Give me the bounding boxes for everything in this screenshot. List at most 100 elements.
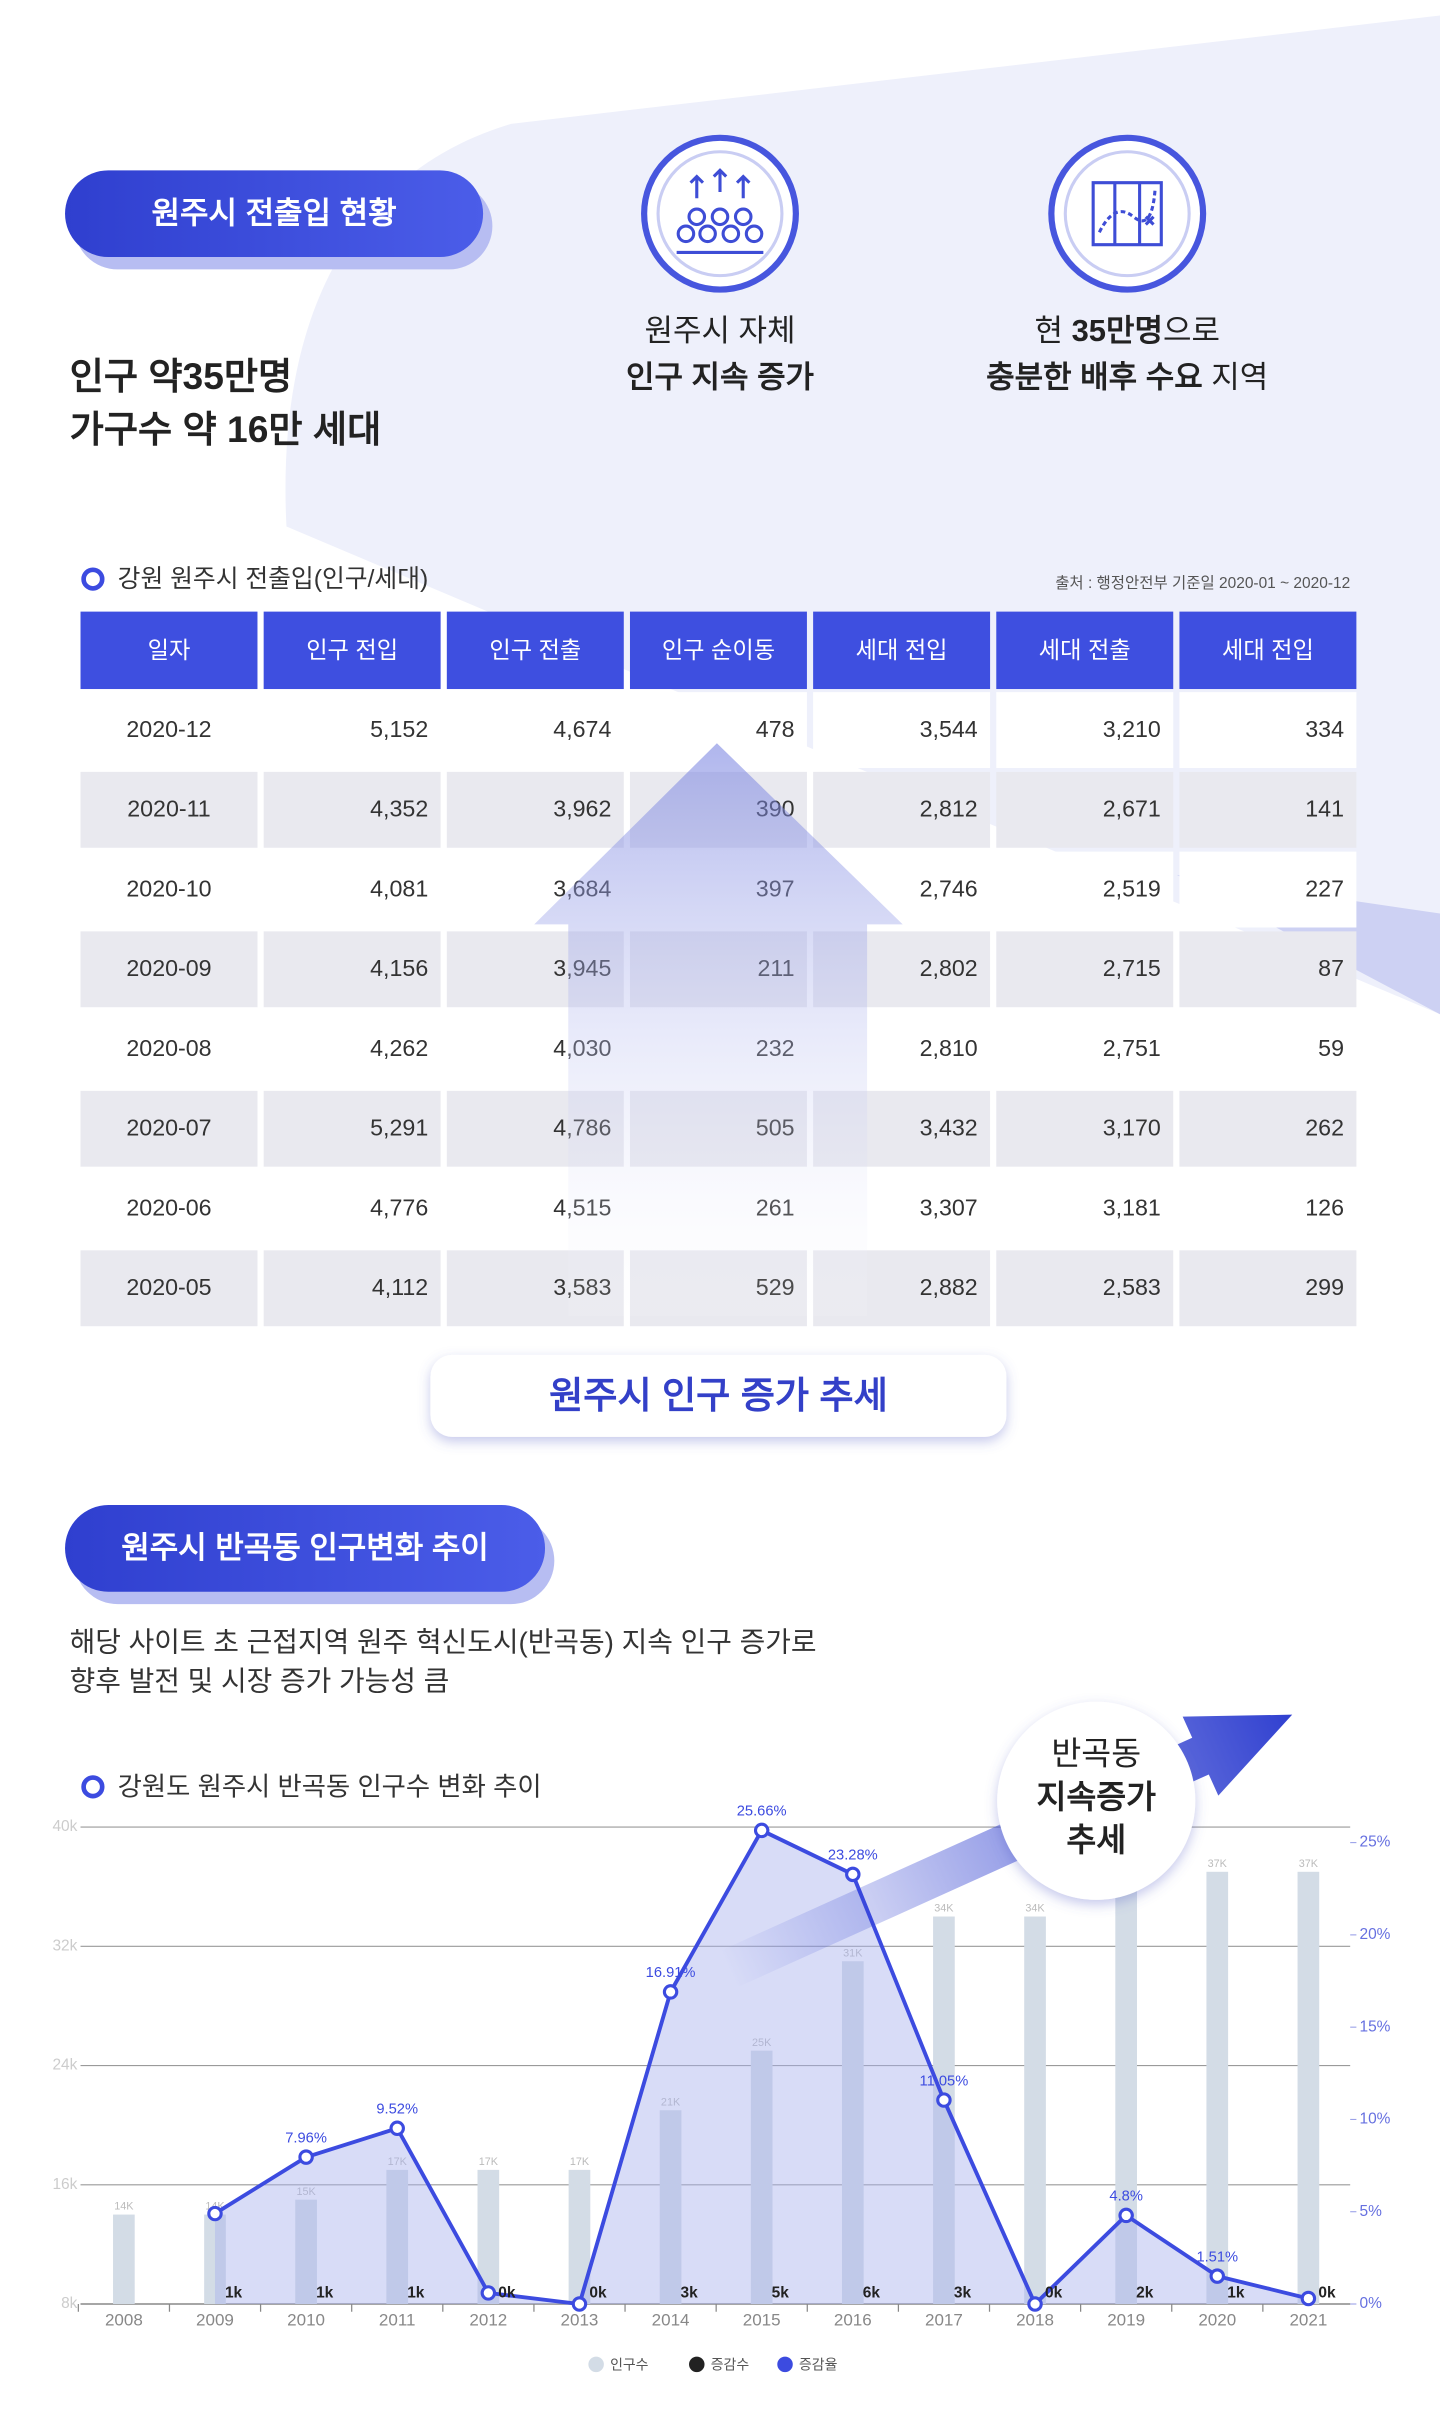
chart-title: 강원도 원주시 반곡동 인구수 변화 추이 <box>118 1771 542 1801</box>
cell-text: 2020-09 <box>126 955 211 981</box>
cell-text: 2020-11 <box>127 796 211 822</box>
legend-swatch <box>689 2356 705 2373</box>
y2-tick-label: 10% <box>1359 2111 1390 2128</box>
cell <box>80 1170 258 1247</box>
rate-point <box>480 2285 497 2301</box>
x-tick-label: 2017 <box>925 2311 963 2330</box>
y2-tick-label: 5% <box>1359 2203 1382 2220</box>
bar <box>1297 1871 1320 2305</box>
count-label: 1k <box>407 2284 425 2301</box>
cell-text: 2,882 <box>920 1274 978 1300</box>
cell-text: 4,081 <box>370 875 428 901</box>
header-text: 세대 전출 <box>1039 637 1131 663</box>
bar-label: 21K <box>661 2096 681 2108</box>
header-cell <box>629 611 807 690</box>
cell-text: 126 <box>1305 1194 1344 1220</box>
cell <box>1179 1011 1357 1087</box>
rate-point <box>753 1822 770 1839</box>
table-title: 강원 원주시 전출입(인구/세대) <box>118 565 429 593</box>
x-tick-label: 2016 <box>834 2311 872 2330</box>
y-tick-label: 40k <box>52 1818 77 1835</box>
bar <box>659 2110 682 2305</box>
header-cell <box>446 611 624 690</box>
feature-caption: 원주시 자체 <box>645 313 796 348</box>
y2-tick-label: 0% <box>1359 2295 1382 2312</box>
count-label: 0k <box>589 2284 607 2301</box>
callout-circle <box>997 1701 1196 1900</box>
cell <box>446 771 624 848</box>
cell-text: 2,810 <box>920 1035 978 1061</box>
bar-label: 37K <box>1208 1858 1228 1870</box>
badge-text: 원주시 반곡동 인구변화 추이 <box>121 1530 489 1565</box>
cell <box>263 692 441 769</box>
header-cell <box>813 611 991 690</box>
cell <box>813 771 991 848</box>
bar-label: 34K <box>1025 1903 1045 1915</box>
rate-point <box>1300 2290 1317 2307</box>
cell <box>996 771 1174 848</box>
cell-text: 3,307 <box>920 1194 978 1220</box>
count-label: 0k <box>1318 2284 1336 2301</box>
cell <box>996 692 1174 769</box>
x-tick-label: 2018 <box>1016 2311 1054 2330</box>
cell <box>80 771 258 848</box>
caption-segment: 지역 <box>1203 360 1269 395</box>
y-tick-label: 32k <box>52 1937 77 1954</box>
header-cell <box>996 611 1174 690</box>
legend-label: 인구수 <box>610 2357 649 2373</box>
bar <box>568 2169 591 2305</box>
x-tick-label: 2021 <box>1289 2311 1327 2330</box>
header-text: 일자 <box>148 637 191 663</box>
rate-label: 9.52% <box>376 2102 418 2118</box>
bar <box>295 2199 317 2305</box>
cell-text: 5,291 <box>370 1115 428 1141</box>
cell-text: 2020-07 <box>126 1115 211 1141</box>
cell <box>996 851 1174 928</box>
cell-text: 3,210 <box>1103 716 1161 742</box>
rate-label: 23.28% <box>828 1848 878 1864</box>
cell <box>80 931 258 1008</box>
header-text: 인구 전입 <box>306 637 398 663</box>
banner-text: 원주시 인구 증가 추세 <box>549 1374 888 1416</box>
badge-text: 원주시 전출입 현황 <box>152 195 397 230</box>
caption-segment: 충분한 배후 수요 <box>986 360 1203 395</box>
cell <box>813 692 991 769</box>
caption-segment: 인구 지속 증가 <box>626 360 815 395</box>
x-tick-label: 2020 <box>1198 2311 1236 2330</box>
cell <box>1179 1250 1357 1327</box>
cell <box>996 1250 1174 1327</box>
y2-tick-label: 15% <box>1359 2018 1390 2035</box>
bar-label: 14K <box>114 2201 134 2213</box>
cell-text: 2,802 <box>920 955 978 981</box>
cell-text: 2,746 <box>920 875 978 901</box>
cell <box>80 1250 258 1327</box>
cell-text: 141 <box>1305 796 1344 822</box>
caption-segment: 35만명 <box>1072 313 1163 348</box>
cell <box>446 692 624 769</box>
y-tick-label: 8k <box>61 2295 78 2312</box>
bar <box>1115 1886 1137 2305</box>
cell <box>80 692 258 769</box>
cell-text: 3,181 <box>1103 1194 1161 1220</box>
bar <box>1024 1916 1046 2305</box>
cell-text: 3,544 <box>920 716 978 742</box>
cell-text: 2,812 <box>920 796 978 822</box>
cell-text: 4,112 <box>372 1274 428 1300</box>
cell <box>996 1170 1174 1247</box>
cell-text: 2020-10 <box>126 875 211 901</box>
legend-label: 증감수 <box>711 2357 750 2373</box>
bar <box>113 2214 135 2305</box>
rate-point <box>571 2296 588 2312</box>
cell-text: 4,352 <box>370 796 428 822</box>
description: 향후 발전 및 시장 증가 가능성 큼 <box>70 1665 450 1696</box>
feature-caption: 현 35만명으로 <box>1035 313 1220 348</box>
caption-segment: 으로 <box>1163 313 1220 348</box>
title-bullet <box>81 1775 105 1799</box>
count-label: 1k <box>316 2284 334 2301</box>
x-tick-label: 2011 <box>379 2311 416 2330</box>
legend-swatch <box>777 2356 793 2373</box>
title-bullet <box>81 567 105 591</box>
header-text: 세대 전입 <box>856 637 948 663</box>
